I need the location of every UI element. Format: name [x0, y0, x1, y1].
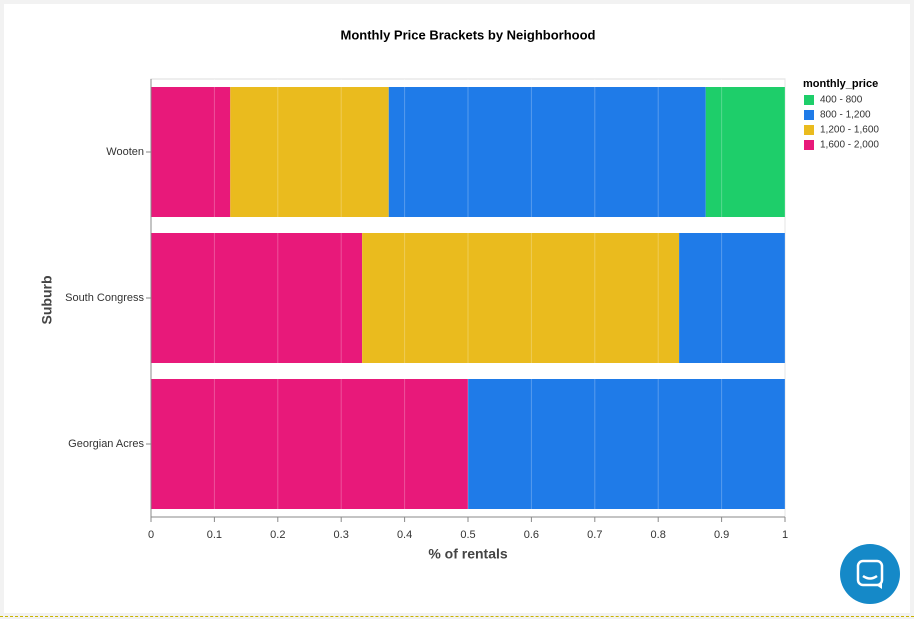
x-tick-label: 0.9 — [714, 529, 729, 541]
bar-segment — [151, 233, 363, 363]
y-axis-label: Suburb — [39, 276, 55, 325]
y-tick-label: Wooten — [106, 146, 144, 158]
x-tick-label: 1 — [782, 529, 788, 541]
legend-label: 400 - 800 — [820, 95, 863, 106]
chat-button[interactable] — [840, 544, 900, 604]
bar-segment — [151, 87, 231, 217]
bar-segment — [151, 379, 468, 509]
y-tick-label: Georgian Acres — [68, 438, 144, 450]
x-axis-label: % of rentals — [428, 546, 508, 562]
x-tick-label: 0.2 — [270, 529, 285, 541]
card: Monthly Price Brackets by Neighborhood %… — [4, 4, 910, 613]
legend-label: 1,600 - 2,000 — [820, 140, 879, 151]
legend-swatch — [804, 110, 814, 120]
x-tick-label: 0 — [148, 529, 154, 541]
bar-segment — [679, 233, 785, 363]
legend-swatch — [804, 140, 814, 150]
bar-segment — [705, 87, 785, 217]
x-tick-label: 0.6 — [524, 529, 539, 541]
legend-swatch — [804, 95, 814, 105]
legend-title: monthly_price — [803, 78, 878, 90]
chart-title: Monthly Price Brackets by Neighborhood — [341, 27, 596, 42]
legend-label: 800 - 1,200 — [820, 110, 871, 121]
legend-swatch — [804, 125, 814, 135]
bar-segment — [388, 87, 706, 217]
x-tick-label: 0.1 — [207, 529, 222, 541]
legend-label: 1,200 - 1,600 — [820, 125, 879, 136]
x-tick-label: 0.7 — [587, 529, 602, 541]
x-tick-label: 0.3 — [334, 529, 349, 541]
y-tick-label: South Congress — [65, 292, 144, 304]
chart: Monthly Price Brackets by Neighborhood %… — [39, 27, 880, 562]
x-tick-label: 0.8 — [651, 529, 666, 541]
divider — [0, 616, 914, 617]
chat-icon — [856, 559, 884, 589]
bar-segment — [468, 379, 785, 509]
x-tick-label: 0.5 — [460, 529, 475, 541]
bar-segment — [362, 233, 680, 363]
bar-segment — [230, 87, 389, 217]
x-tick-label: 0.4 — [397, 529, 412, 541]
